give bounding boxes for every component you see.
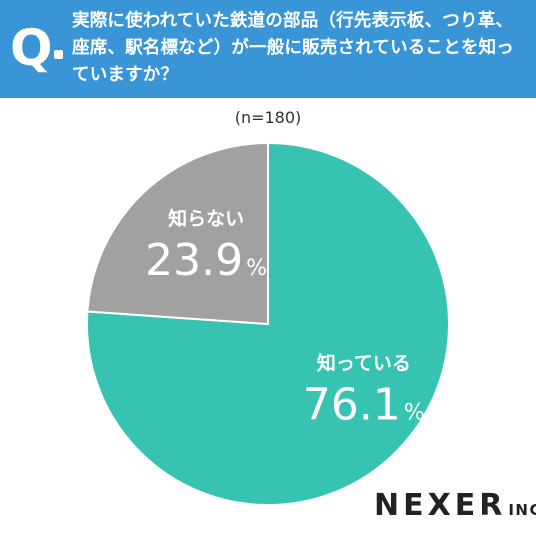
question-text: 実際に使われていた鉄道の部品（行先表示板、つり革、座席、駅名標など）が一般に販売… <box>72 11 514 85</box>
question-banner: Q 実際に使われていた鉄道の部品（行先表示板、つり革、座席、駅名標など）が一般に… <box>0 0 536 98</box>
logo-sub: INC. <box>508 501 536 519</box>
question-dot <box>54 50 63 59</box>
logo-main: NEXER <box>374 488 507 523</box>
pie-slice <box>86 141 450 506</box>
question-mark: Q <box>10 19 53 77</box>
pie-slice <box>86 141 269 326</box>
slice-value-label: 76.1% <box>303 380 425 431</box>
slice-value-label: 23.9% <box>145 235 267 286</box>
sample-size: (n=180) <box>234 108 302 127</box>
slice-label: 知っている <box>317 352 411 375</box>
slice-label: 知らない <box>168 207 244 230</box>
nexer-logo: NEXERINC. <box>374 488 536 523</box>
